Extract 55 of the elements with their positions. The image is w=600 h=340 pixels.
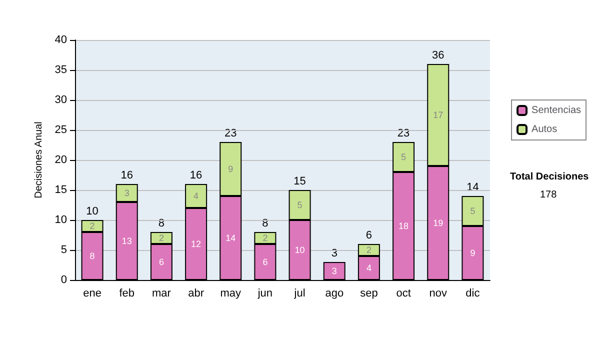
y-tick-label: 35 [54, 64, 67, 76]
y-tick-label: 20 [54, 154, 67, 166]
x-tick-label: nov [429, 288, 448, 300]
total-label: 36 [432, 50, 444, 62]
y-tick-label: 25 [54, 124, 67, 136]
x-tick-label: may [220, 288, 242, 300]
total-label: 15 [294, 176, 306, 188]
data-label: 10 [294, 245, 305, 255]
x-tick-label: feb [119, 288, 135, 300]
x-tick-label: ago [325, 288, 344, 300]
x-tick-label: mar [152, 288, 172, 300]
x-tick-label: dic [466, 288, 480, 300]
data-label: 2 [262, 233, 268, 243]
data-label: 17 [433, 110, 444, 120]
data-label: 12 [191, 239, 202, 249]
data-label: 8 [90, 251, 95, 261]
legend-label: Autos [532, 124, 558, 135]
data-label: 5 [470, 206, 476, 216]
y-axis-title: Decisiones Anual [33, 122, 44, 198]
total-label: 16 [190, 170, 202, 182]
y-tick-label: 10 [54, 214, 67, 226]
x-tick-label: jul [293, 288, 306, 300]
data-label: 2 [90, 221, 95, 231]
x-tick-label: jun [256, 288, 273, 300]
data-label: 2 [158, 233, 164, 243]
x-tick-label: ene [83, 288, 102, 300]
data-label: 9 [470, 248, 476, 258]
text: 178 [540, 190, 558, 200]
data-label: 14 [226, 233, 236, 243]
data-label: 6 [262, 257, 268, 267]
x-tick-label: sep [360, 288, 378, 300]
data-label: 4 [366, 263, 372, 273]
data-label: 4 [194, 191, 199, 201]
total-label: 6 [366, 230, 372, 242]
text: Total Decisiones [510, 172, 590, 182]
y-tick-label: 30 [54, 94, 67, 106]
y-tick-label: 5 [60, 244, 67, 256]
data-label: 5 [401, 152, 406, 162]
data-label: 9 [228, 164, 234, 174]
total-label: 10 [86, 206, 98, 218]
data-label: 19 [433, 218, 444, 228]
data-label: 3 [124, 188, 130, 198]
legend-label: Sentencias [532, 105, 582, 116]
y-tick-label: 15 [54, 184, 67, 196]
data-label: 2 [366, 245, 372, 255]
data-label: 6 [158, 257, 164, 267]
y-tick-label: 40 [54, 34, 67, 46]
data-label: 5 [297, 200, 302, 210]
x-tick-label: abr [188, 288, 204, 300]
data-label: 13 [122, 236, 132, 246]
data-label: 3 [332, 266, 337, 276]
total-label: 16 [120, 170, 133, 182]
data-label: 18 [398, 221, 409, 231]
y-tick-label: 0 [60, 274, 67, 286]
x-tick-label: oct [396, 288, 411, 300]
